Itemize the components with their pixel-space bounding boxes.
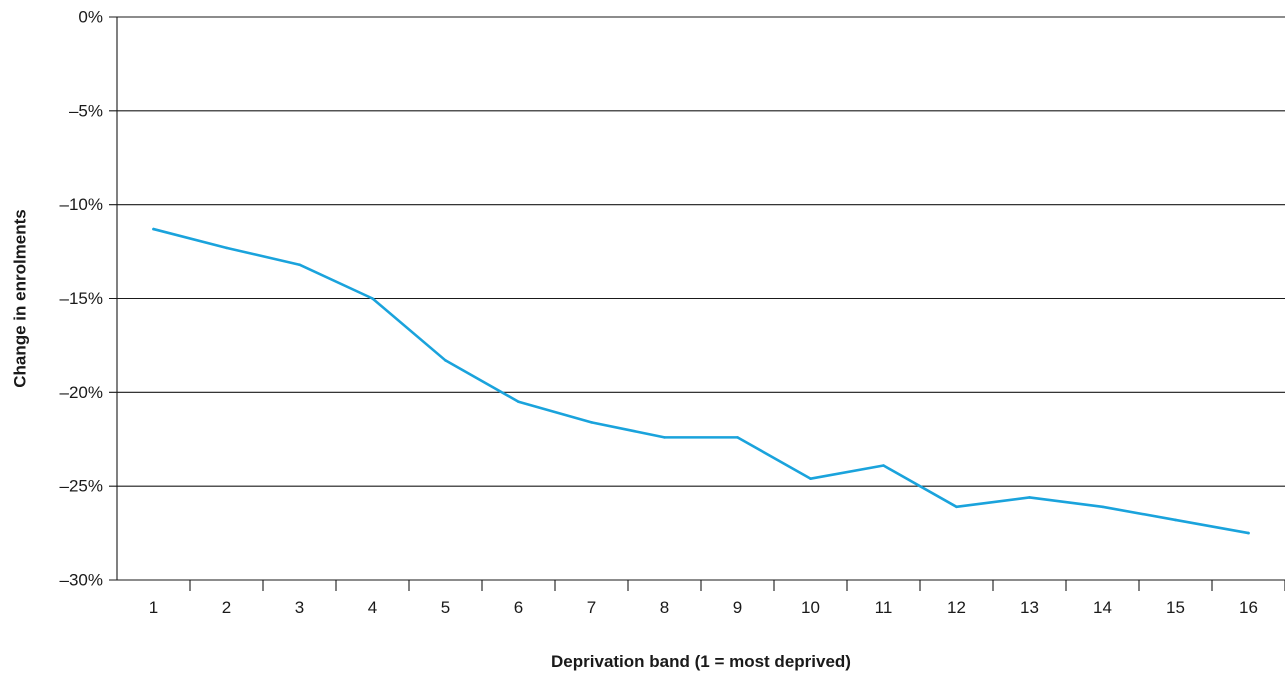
x-tick-label: 14 — [1093, 598, 1112, 617]
x-tick-label: 12 — [947, 598, 966, 617]
data-point — [809, 477, 812, 480]
x-tick-label: 1 — [149, 598, 158, 617]
y-tick-label: –20% — [60, 383, 103, 402]
data-point — [371, 297, 374, 300]
x-tick-label: 5 — [441, 598, 450, 617]
x-tick-label: 8 — [660, 598, 669, 617]
x-tick-label: 6 — [514, 598, 523, 617]
x-tick-label: 4 — [368, 598, 377, 617]
y-tick-labels: 0% –5% –10% –15% –20% –25% –30% — [60, 8, 103, 590]
data-point — [225, 246, 228, 250]
data-point — [590, 421, 593, 424]
x-ticks: 1 2 3 4 5 6 7 8 9 10 11 12 13 14 15 16 — [149, 580, 1285, 617]
y-tick-label: –25% — [60, 477, 103, 496]
x-tick-label: 15 — [1166, 598, 1185, 617]
x-tick-label: 13 — [1020, 598, 1039, 617]
x-axis-title: Deprivation band (1 = most deprived) — [551, 652, 851, 671]
x-tick-label: 7 — [587, 598, 596, 617]
x-tick-label: 11 — [875, 598, 893, 617]
data-point — [1174, 518, 1177, 522]
x-tick-label: 10 — [801, 598, 820, 617]
y-tick-label: –30% — [60, 571, 103, 590]
x-tick-label: 2 — [222, 598, 231, 617]
y-tick-label: –15% — [60, 289, 103, 308]
data-point — [298, 263, 301, 267]
data-point — [1247, 531, 1250, 535]
data-point — [517, 400, 520, 404]
data-point — [663, 436, 666, 439]
x-tick-label: 3 — [295, 598, 304, 617]
data-point — [955, 505, 958, 509]
series — [152, 227, 1250, 535]
y-tick-label: –5% — [69, 101, 103, 120]
y-tick-label: –10% — [60, 195, 103, 214]
data-point — [152, 227, 155, 231]
data-point — [1028, 496, 1031, 499]
data-point — [444, 359, 447, 362]
series-line — [152, 227, 1250, 535]
gridlines — [109, 16, 1285, 581]
x-tick-label: 16 — [1239, 598, 1258, 617]
x-tick-label: 9 — [733, 598, 742, 617]
y-tick-label: 0% — [78, 8, 103, 27]
data-point — [1101, 505, 1104, 509]
y-axis-title: Change in enrolments — [11, 209, 30, 388]
data-point — [882, 464, 885, 467]
data-point — [736, 436, 739, 439]
